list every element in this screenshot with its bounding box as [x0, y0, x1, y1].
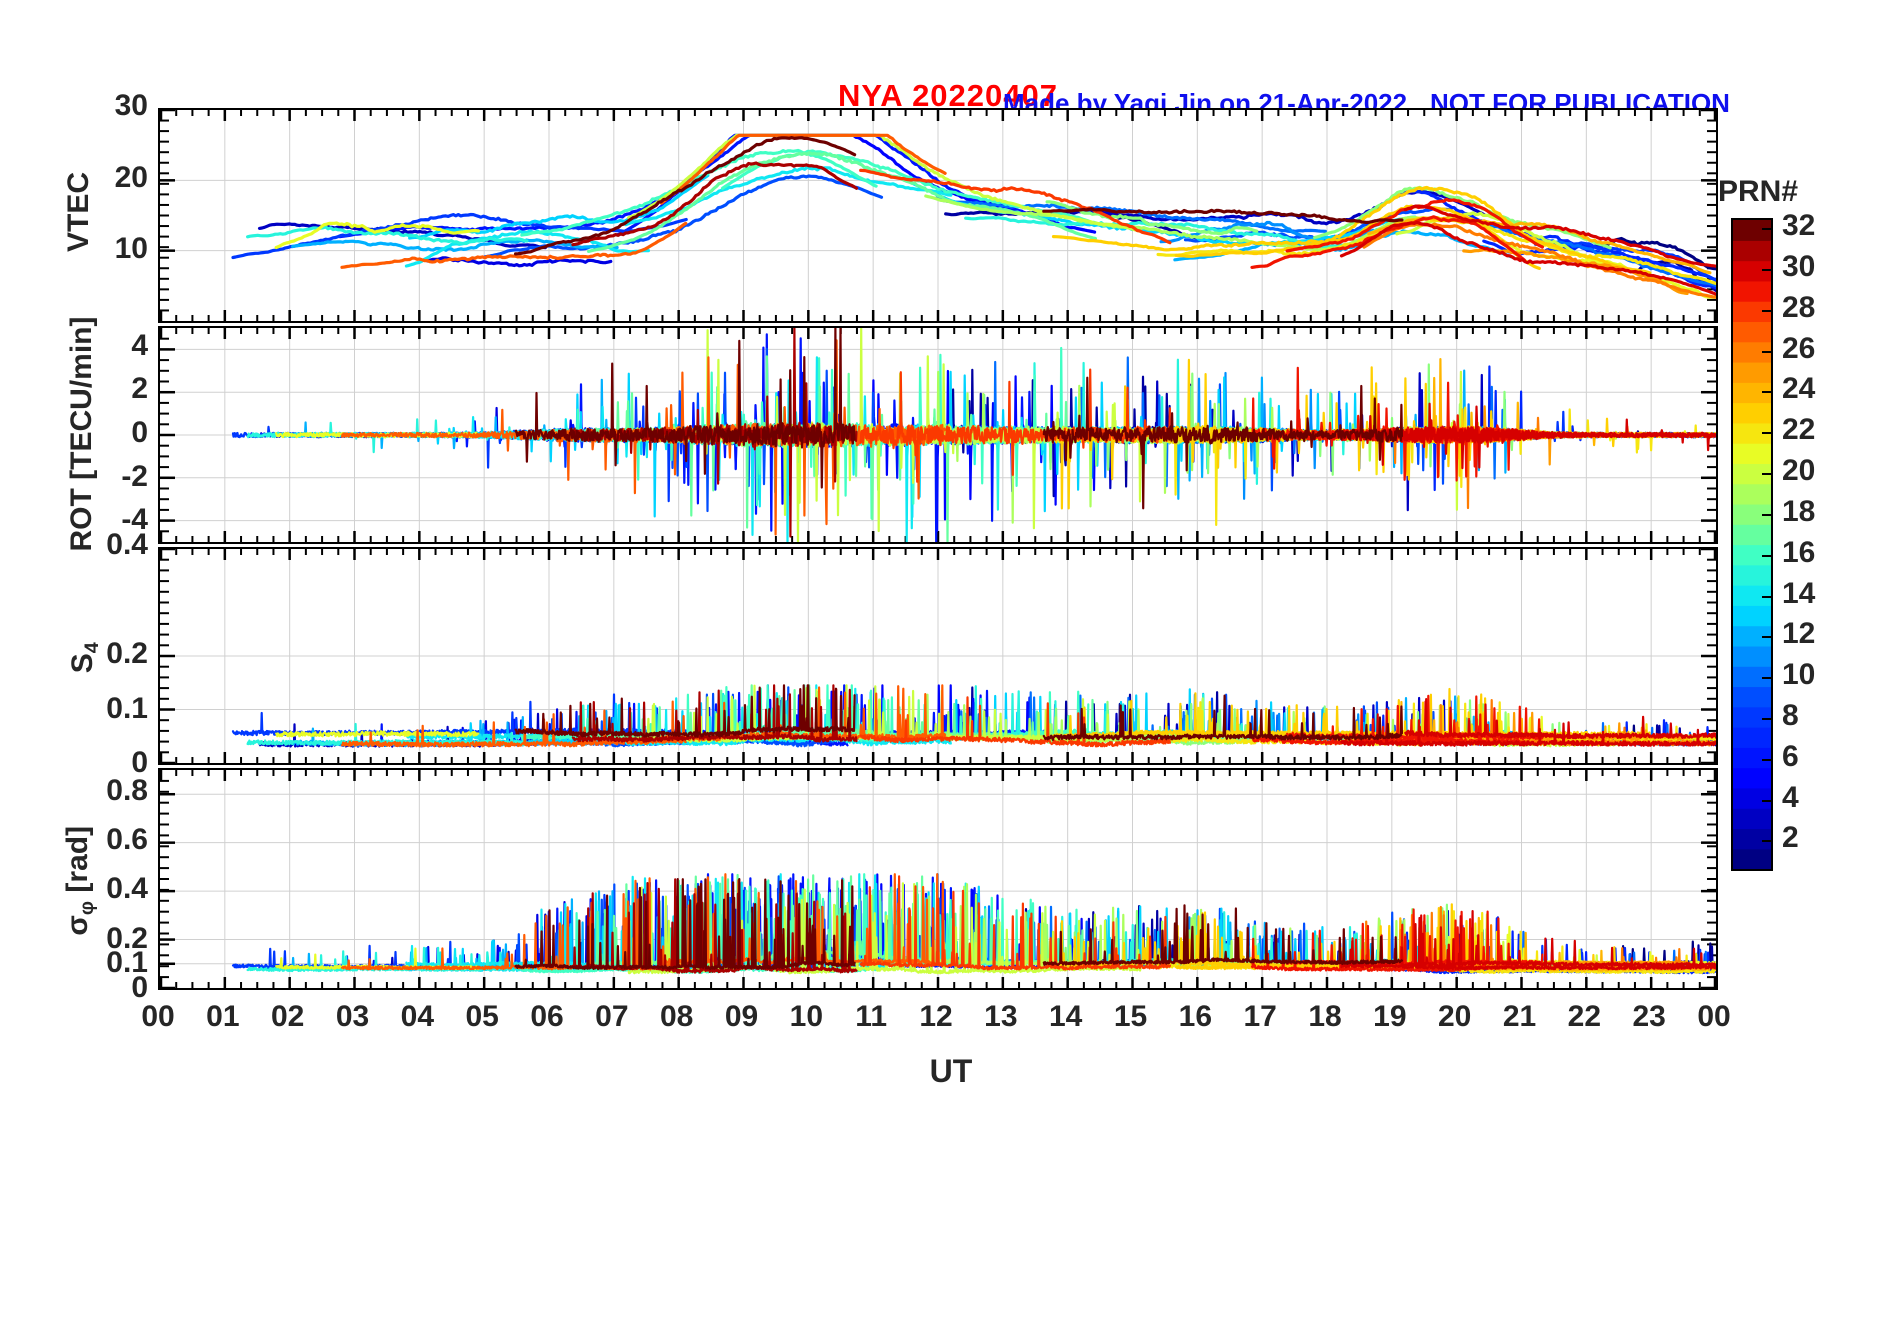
xtick-label: 11	[855, 1000, 888, 1033]
colorbar-tick-mark	[1762, 432, 1771, 435]
xtick-label: 19	[1373, 1000, 1407, 1033]
xtick-label: 04	[400, 1000, 435, 1033]
panel-sigma-phi	[158, 768, 1718, 990]
ytick-label: 0.1	[106, 946, 148, 980]
axis-label-ut: UT	[929, 1053, 973, 1089]
ytick-label: 0.2	[106, 921, 148, 955]
colorbar-tick-label: 32	[1782, 209, 1816, 243]
colorbar-title: PRN#	[1718, 175, 1799, 208]
colorbar-tick-mark	[1762, 391, 1771, 394]
xtick-label: 13	[984, 1000, 1018, 1033]
colorbar-tick-label: 12	[1782, 617, 1816, 651]
ytick-label: 0.8	[106, 773, 148, 807]
xtick-label: 10	[789, 1000, 824, 1033]
colorbar-tick-label: 22	[1782, 413, 1816, 447]
xtick-label: 22	[1567, 1000, 1602, 1033]
ytick-label: -4	[121, 503, 148, 537]
xtick-label: 16	[1178, 1000, 1213, 1033]
xtick-label: 00	[1697, 1000, 1731, 1033]
colorbar-tick-mark	[1762, 473, 1771, 476]
colorbar-tick-mark	[1762, 717, 1771, 720]
series-group	[231, 684, 1716, 748]
series-group	[231, 133, 1716, 299]
ytick-label: -2	[121, 459, 148, 493]
colorbar-tick-mark	[1762, 228, 1771, 231]
panel-rot	[158, 326, 1718, 544]
ytick-label: 0.2	[106, 637, 148, 670]
colorbar-tick-label: 28	[1782, 290, 1816, 324]
xtick-label: 23	[1632, 1000, 1666, 1033]
ytick-label: 0	[131, 971, 148, 1004]
xtick-label: 03	[335, 1000, 370, 1033]
xtick-label: 15	[1113, 1000, 1148, 1033]
colorbar-tick-label: 16	[1782, 535, 1816, 569]
colorbar-tick-label: 2	[1782, 821, 1799, 855]
xtick-label: 09	[724, 1000, 759, 1033]
colorbar-tick-mark	[1762, 636, 1771, 639]
colorbar-tick-mark	[1762, 350, 1771, 353]
colorbar-tick-label: 30	[1782, 250, 1816, 284]
ytick-label: 0	[131, 416, 148, 449]
xtick-label: 12	[919, 1000, 953, 1033]
series-group	[231, 328, 1716, 542]
ytick-label: 0.4	[106, 528, 148, 561]
panel-s4	[158, 547, 1718, 765]
series-group	[231, 873, 1716, 975]
colorbar-tick-label: 14	[1782, 576, 1816, 610]
colorbar-tick-mark	[1762, 677, 1771, 680]
ytick-label: 20	[114, 160, 148, 194]
xtick-label: 06	[530, 1000, 564, 1033]
colorbar-tick-mark	[1762, 269, 1771, 272]
xtick-label: 02	[270, 1000, 305, 1033]
xtick-label: 07	[595, 1000, 629, 1033]
colorbar-tick-label: 8	[1782, 698, 1799, 732]
colorbar-tick-mark	[1762, 554, 1771, 557]
xtick-label: 05	[465, 1000, 499, 1033]
xtick-label: 21	[1502, 1000, 1537, 1033]
colorbar-tick-mark	[1762, 840, 1771, 843]
colorbar-tick-label: 10	[1782, 658, 1816, 692]
colorbar-tick-mark	[1762, 758, 1771, 761]
ytick-label: 2	[131, 372, 148, 406]
colorbar-tick-mark	[1762, 513, 1771, 516]
ytick-label: 4	[131, 328, 148, 362]
colorbar-tick-label: 18	[1782, 494, 1816, 528]
ytick-label: 0.4	[106, 872, 148, 906]
xtick-label: 01	[206, 1000, 240, 1033]
colorbar-tick-label: 26	[1782, 331, 1816, 365]
ytick-label: 0.1	[106, 691, 148, 725]
xtick-label: 17	[1243, 1000, 1277, 1033]
panel-vtec	[158, 108, 1718, 323]
colorbar-tick-mark	[1762, 799, 1771, 802]
ytick-label: 30	[114, 89, 148, 122]
colorbar-tick-label: 6	[1782, 739, 1799, 773]
colorbar-tick-label: 4	[1782, 780, 1799, 814]
colorbar-tick-mark	[1762, 309, 1771, 312]
xtick-label: 18	[1308, 1000, 1342, 1033]
ytick-label: 10	[114, 232, 148, 266]
ytick-label: 0.6	[106, 823, 148, 856]
colorbar-tick-mark	[1762, 595, 1771, 598]
ytick-label: 0	[131, 746, 148, 779]
xtick-label: 20	[1437, 1000, 1472, 1033]
plot-title: NYA 20220407	[838, 78, 1058, 113]
colorbar	[1731, 218, 1773, 871]
colorbar-tick-label: 20	[1782, 454, 1816, 488]
xtick-label: 00	[141, 1000, 175, 1033]
xtick-label: 08	[659, 1000, 694, 1033]
xtick-label: 14	[1048, 1000, 1083, 1033]
colorbar-tick-label: 24	[1782, 372, 1816, 406]
